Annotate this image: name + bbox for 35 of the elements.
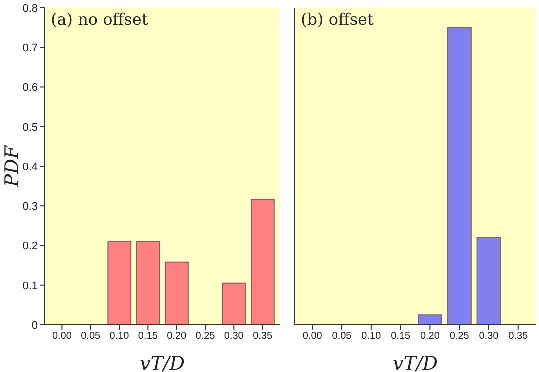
x-tick-label: 0.20 — [167, 331, 187, 342]
x-tick-label: 0.30 — [224, 331, 244, 342]
x-axis-title: vT/D — [392, 353, 438, 372]
y-tick-label: 0.2 — [22, 240, 38, 253]
y-tick-label: 0.4 — [22, 161, 38, 174]
y-tick-label: 0.7 — [22, 42, 38, 55]
x-tick-label: 0.05 — [81, 331, 102, 342]
bar — [250, 199, 275, 325]
x-tick-label: 0.35 — [253, 331, 273, 342]
x-tick-label: 0.10 — [110, 331, 130, 342]
y-tick-label: 0.8 — [22, 2, 38, 15]
x-tick-label: 0.25 — [450, 331, 470, 342]
x-tick-label: 0.10 — [362, 331, 382, 342]
x-tick-label: 0.35 — [508, 331, 529, 342]
x-tick-label: 0.05 — [332, 331, 352, 342]
x-tick-label: 0.20 — [420, 331, 440, 342]
y-tick-label: 0.6 — [22, 82, 38, 94]
y-tick-label: 0.3 — [22, 201, 38, 214]
y-tick-label: 0.1 — [22, 280, 38, 292]
y-tick-label: 0.5 — [22, 122, 38, 134]
y-axis-title: PDF — [2, 145, 24, 188]
x-tick-label: 0.00 — [52, 331, 72, 342]
bar — [165, 262, 189, 325]
chart-title: (b) offset — [301, 10, 374, 29]
x-tick-label: 0.00 — [302, 331, 323, 342]
x-tick-label: 0.25 — [196, 331, 216, 342]
chart-title: (a) no offset — [51, 10, 148, 29]
bar — [136, 241, 160, 325]
bar — [108, 241, 132, 325]
y-tick-label: 0 — [32, 320, 38, 332]
x-tick-label: 0.30 — [479, 331, 500, 342]
bar — [222, 282, 246, 325]
x-tick-label: 0.15 — [138, 331, 158, 342]
x-tick-label: 0.15 — [391, 331, 411, 342]
x-axis-title: vT/D — [140, 353, 186, 372]
